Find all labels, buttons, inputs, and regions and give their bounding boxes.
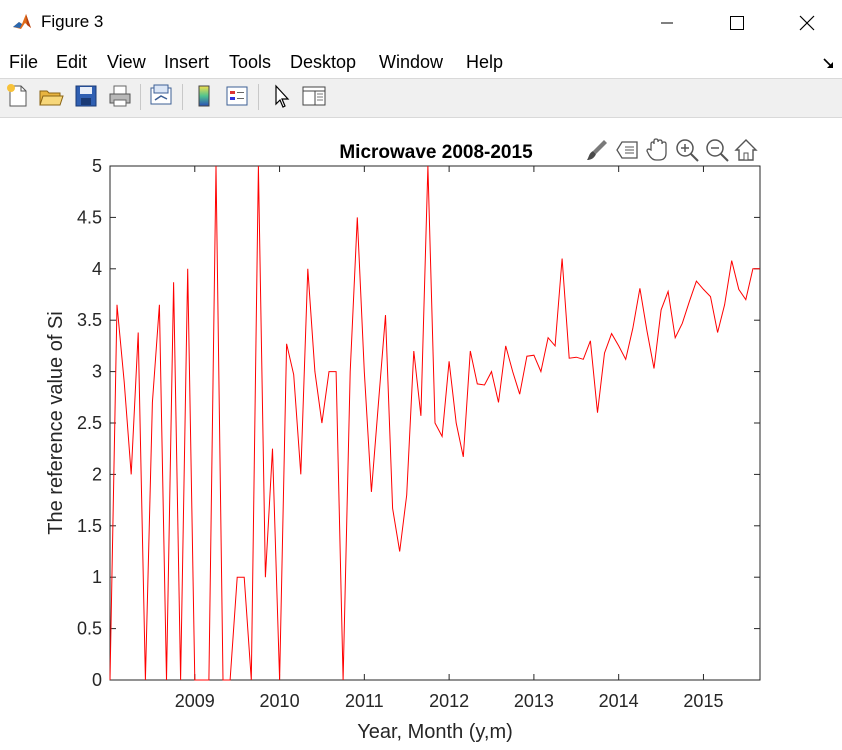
x-tick-label: 2014 xyxy=(599,691,639,711)
print-icon[interactable] xyxy=(106,82,134,110)
y-tick-label: 2.5 xyxy=(77,413,102,433)
y-tick-label: 1.5 xyxy=(77,516,102,536)
maximize-button[interactable] xyxy=(702,0,772,46)
x-tick-label: 2013 xyxy=(514,691,554,711)
menu-edit[interactable]: Edit xyxy=(56,52,88,72)
edit-plot-icon[interactable] xyxy=(267,82,295,110)
x-tick-label: 2009 xyxy=(175,691,215,711)
x-tick-label: 2015 xyxy=(683,691,723,711)
close-button[interactable] xyxy=(772,0,842,46)
matlab-icon xyxy=(12,12,32,32)
toolbar-separator xyxy=(182,84,183,110)
menu-view[interactable]: View xyxy=(107,52,146,72)
data-tips-icon[interactable] xyxy=(613,136,641,164)
y-tick-label: 0 xyxy=(92,670,102,690)
x-tick-label: 2010 xyxy=(260,691,300,711)
menu-help[interactable]: Help xyxy=(466,52,504,72)
title-bar: Figure 3 xyxy=(0,0,842,46)
x-axis: 2009 2010 2011 2012 2013 2014 2015 xyxy=(175,166,723,711)
menu-file[interactable]: File xyxy=(9,52,39,72)
toolbar-separator xyxy=(140,84,141,110)
menu-insert[interactable]: Insert xyxy=(164,52,210,72)
y-tick-label: 3 xyxy=(92,362,102,382)
window-title: Figure 3 xyxy=(41,12,104,31)
insert-colorbar-icon[interactable] xyxy=(190,82,218,110)
minimize-button[interactable] xyxy=(632,0,702,46)
y-tick-label: 4.5 xyxy=(77,207,102,227)
toolbar-separator xyxy=(258,84,259,110)
y-tick-label: 0.5 xyxy=(77,619,102,639)
close-icon xyxy=(799,15,815,31)
maximize-icon xyxy=(730,16,744,30)
zoom-in-icon[interactable] xyxy=(673,136,701,164)
x-tick-label: 2011 xyxy=(345,691,384,711)
y-tick-label: 2 xyxy=(92,464,102,484)
dock-figure-icon[interactable] xyxy=(822,57,836,71)
y-tick-label: 3.5 xyxy=(77,310,102,330)
open-file-icon[interactable] xyxy=(37,82,65,110)
new-figure-icon[interactable] xyxy=(4,82,32,110)
property-inspector-icon[interactable] xyxy=(300,82,328,110)
link-plot-icon[interactable] xyxy=(147,82,175,110)
chart-title: Microwave 2008-2015 xyxy=(339,142,533,163)
y-tick-label: 4 xyxy=(92,259,102,279)
series-line xyxy=(109,165,760,681)
insert-legend-icon[interactable] xyxy=(223,82,251,110)
menu-tools[interactable]: Tools xyxy=(229,52,272,72)
x-axis-label: Year, Month (y,m) xyxy=(357,721,513,743)
y-tick-label: 5 xyxy=(92,156,102,176)
restore-view-icon[interactable] xyxy=(732,136,760,164)
menu-bar: File Edit View Insert Tools Desktop Wind… xyxy=(0,46,842,78)
line-chart[interactable]: Microwave 2008-2015 0 0.5 1 1.5 2 2.5 3 3.5 4 4.5… xyxy=(0,118,842,750)
save-icon[interactable] xyxy=(72,82,100,110)
brush-icon[interactable] xyxy=(583,136,611,164)
y-axis: 0 0.5 1 1.5 2 2.5 3 3.5 4 4.5 5 xyxy=(77,156,760,690)
menu-desktop[interactable]: Desktop xyxy=(290,52,357,72)
y-axis-label: The reference value of Si xyxy=(45,311,67,534)
y-tick-label: 1 xyxy=(92,567,102,587)
x-tick-label: 2012 xyxy=(429,691,469,711)
pan-icon[interactable] xyxy=(643,136,671,164)
figure-canvas: Microwave 2008-2015 0 0.5 1 1.5 2 2.5 3 3.5 4 4.5… xyxy=(0,118,842,750)
menu-window[interactable]: Window xyxy=(379,52,444,72)
minimize-icon xyxy=(661,22,673,24)
zoom-out-icon[interactable] xyxy=(703,136,731,164)
